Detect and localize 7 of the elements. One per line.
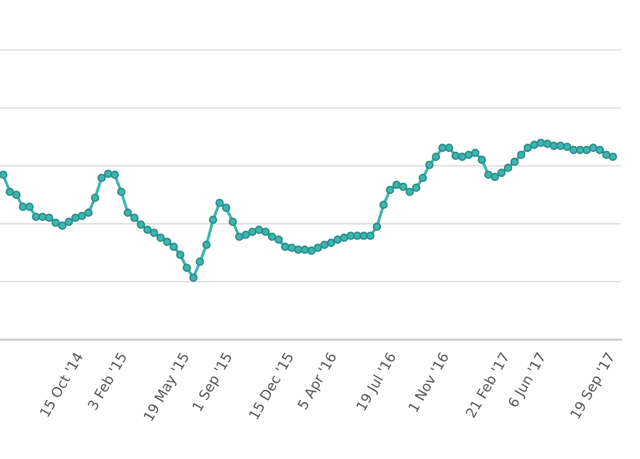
x-tick-label: 1 Sep '15 <box>192 352 235 413</box>
x-tick-label: 19 Sep '17 <box>570 352 618 420</box>
x-tick-label: 21 Feb '17 <box>464 352 510 418</box>
x-tick-label: 6 Jun '17 <box>507 352 548 410</box>
x-tick-label: 19 Jul '16 <box>356 352 398 412</box>
x-tick-label: 15 Oct '14 <box>39 352 84 418</box>
x-tick-label: 3 Feb '15 <box>86 352 127 410</box>
